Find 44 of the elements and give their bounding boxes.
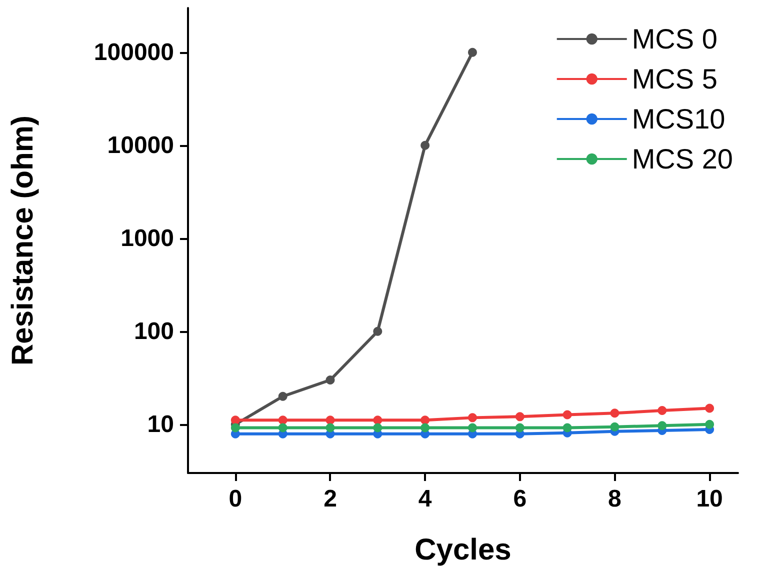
point	[515, 412, 524, 422]
y-tick-label: 100000	[94, 38, 174, 66]
x-tick-label: 6	[513, 486, 527, 512]
point	[278, 392, 288, 401]
y-axis-title: Resistance (ohm)	[6, 115, 40, 366]
point	[326, 376, 335, 384]
point	[562, 423, 572, 432]
y-tick-label: 10000	[107, 132, 174, 159]
point	[420, 416, 430, 425]
point	[610, 422, 620, 432]
x-tick-label: 10	[696, 486, 723, 512]
point	[468, 48, 477, 57]
point	[515, 423, 524, 432]
legend-label: MCS 20	[632, 144, 734, 174]
x-tick-label: 8	[608, 486, 622, 512]
point	[326, 416, 335, 425]
point	[373, 326, 382, 336]
point	[705, 404, 714, 413]
point	[278, 423, 288, 432]
point	[278, 416, 288, 425]
point	[373, 416, 382, 425]
point	[420, 423, 430, 432]
point	[373, 423, 382, 432]
x-tick-label: 4	[418, 486, 432, 512]
x-axis-title: Cycles	[414, 534, 512, 566]
point	[468, 413, 477, 422]
y-tick-label: 10	[147, 410, 174, 438]
point	[326, 423, 335, 432]
x-tick-label: 0	[228, 486, 242, 512]
point	[230, 423, 240, 432]
y-tick-label: 1000	[120, 224, 174, 252]
point	[658, 406, 667, 415]
point	[705, 420, 714, 429]
legend-label: MCS 0	[632, 24, 718, 54]
point	[658, 421, 667, 430]
point	[562, 410, 572, 420]
y-tick-label: 100	[134, 318, 174, 345]
point	[610, 408, 620, 418]
x-tick-label: 2	[324, 486, 337, 512]
point	[230, 416, 240, 425]
legend-label: MCS 5	[632, 64, 718, 94]
point	[468, 423, 477, 432]
point	[420, 140, 430, 150]
legend-label: MCS10	[632, 104, 726, 134]
